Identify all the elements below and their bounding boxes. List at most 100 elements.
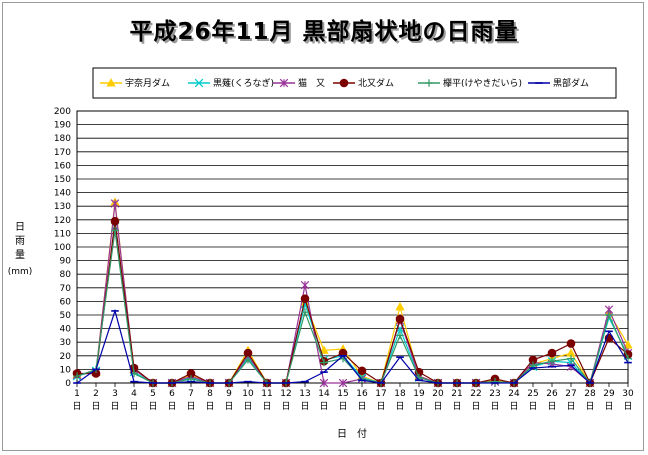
data-point [338,378,348,388]
x-tick-label: 12 [280,389,291,399]
y-axis-unit: (mm) [8,267,33,277]
legend-item-4: 欅平(けやきだいら) [418,78,522,89]
x-tick-label: 6 [169,389,175,399]
data-point [300,294,310,303]
legend-label: 北又ダム [358,77,394,89]
x-tick-suffix: 日 [509,401,518,412]
data-point [244,356,252,364]
data-point [548,357,556,366]
y-tick-label: 90 [60,257,72,267]
data-point [300,280,310,290]
data-point [547,348,557,358]
data-point [567,354,575,363]
y-tick-label: 170 [54,148,71,158]
x-tick-label: 1 [74,389,80,399]
x-tick-label: 7 [188,389,194,399]
data-point [605,311,613,319]
y-tick-label: 70 [60,284,72,294]
legend-item-2: 猫 又 [273,77,325,89]
x-tick-label: 8 [207,389,213,399]
x-tick-suffix: 日 [205,401,214,412]
x-tick-suffix: 日 [395,401,404,412]
x-tick-label: 5 [150,389,156,399]
x-tick-label: 15 [337,389,348,399]
data-point [358,375,366,383]
x-tick-suffix: 日 [167,401,176,412]
x-tick-label: 17 [375,389,386,399]
x-tick-label: 16 [356,389,368,399]
x-tick-suffix: 日 [281,401,290,412]
x-tick-suffix: 日 [129,401,138,412]
data-point [491,377,499,386]
y-tick-label: 60 [60,297,72,307]
x-tick-suffix: 日 [528,401,537,412]
x-tick-suffix: 日 [376,401,385,412]
series-5 [73,308,632,385]
data-point [395,314,405,324]
x-tick-suffix: 日 [471,401,480,412]
x-tick-label: 21 [451,389,462,399]
y-tick-label: 190 [54,121,71,131]
legend-marker [194,78,204,88]
x-tick-suffix: 日 [110,401,119,412]
x-tick-suffix: 日 [357,401,366,412]
legend-item-1: 黒薙(くろなぎ) [188,77,274,89]
legend-label: 宇奈月ダム [125,77,170,89]
x-tick-suffix: 日 [623,401,632,412]
x-tick-label: 28 [584,389,596,399]
chart-title: 平成26年11月 黒部扇状地の日雨量 [129,19,519,45]
x-tick-suffix: 日 [585,401,594,412]
y-tick-label: 80 [60,270,72,280]
legend-item-5: 黒部ダム [528,77,589,89]
x-tick-suffix: 日 [604,401,613,412]
y-tick-label: 120 [54,216,71,226]
x-tick-suffix: 日 [414,401,423,412]
y-tick-label: 130 [54,202,71,212]
x-tick-suffix: 日 [338,401,347,412]
legend-label: 猫 又 [298,77,325,89]
y-tick-label: 10 [60,365,72,375]
x-tick-label: 18 [394,389,406,399]
x-tick-label: 3 [112,389,118,399]
legend-label: 欅平(けやきだいら) [443,78,522,89]
legend-marker [339,78,349,88]
x-tick-label: 19 [413,389,425,399]
data-point [111,226,119,235]
data-point [110,199,120,208]
y-axis-label-1: 日 [15,222,25,233]
data-point [320,358,328,367]
legend-marker [106,78,116,87]
y-tick-label: 180 [54,134,71,144]
data-point [319,378,329,388]
x-tick-label: 4 [131,389,137,399]
data-point [566,339,576,348]
x-tick-label: 23 [489,389,500,399]
y-tick-label: 30 [60,338,72,348]
legend-item-0: 宇奈月ダム [100,77,170,89]
x-tick-suffix: 日 [148,401,157,412]
x-tick-suffix: 日 [452,401,461,412]
x-tick-label: 29 [603,389,615,399]
y-axis-label-2: 雨 [15,236,25,247]
chart-frame [2,2,644,451]
x-tick-suffix: 日 [300,401,309,412]
legend-label: 黒薙(くろなぎ) [213,77,274,89]
y-tick-label: 150 [54,175,71,185]
x-tick-suffix: 日 [490,401,499,412]
legend-item-3: 北又ダム [333,77,394,89]
x-tick-label: 26 [546,389,558,399]
x-tick-label: 24 [508,389,520,399]
x-tick-suffix: 日 [186,401,195,412]
x-tick-label: 27 [565,389,576,399]
y-tick-label: 200 [54,107,71,117]
data-point [110,216,120,226]
x-tick-label: 30 [622,389,634,399]
legend-label: 黒部ダム [553,77,589,89]
x-tick-suffix: 日 [566,401,575,412]
data-point [243,348,253,358]
x-tick-suffix: 日 [547,401,556,412]
x-tick-suffix: 日 [319,401,328,412]
y-tick-label: 40 [60,325,72,335]
data-point [357,366,367,376]
